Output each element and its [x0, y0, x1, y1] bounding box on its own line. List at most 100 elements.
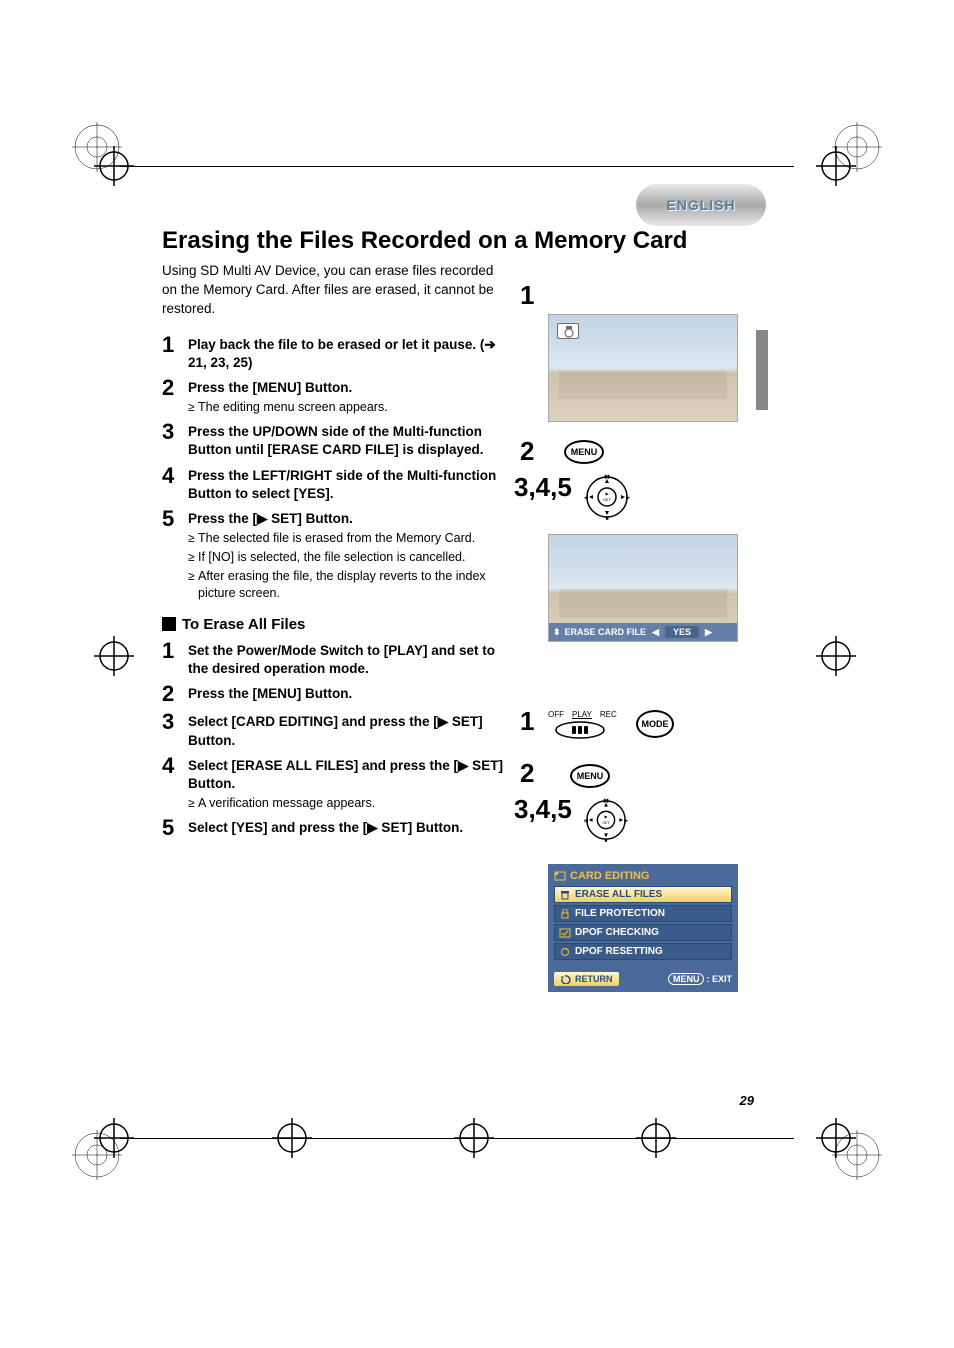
- camera-icon: [557, 323, 579, 339]
- intro-text: Using SD Multi AV Device, you can erase …: [162, 262, 502, 319]
- step-bullet: After erasing the file, the display reve…: [188, 568, 512, 602]
- page-title: Erasing the Files Recorded on a Memory C…: [162, 226, 762, 256]
- menu-item-label: DPOF CHECKING: [575, 927, 659, 938]
- step-number: 4: [162, 464, 188, 488]
- step-body: Press the UP/DOWN side of the Multi-func…: [188, 420, 512, 459]
- menu-item-label: ERASE ALL FILES: [575, 889, 662, 900]
- step-body: Press the [MENU] Button.: [188, 682, 512, 703]
- step-number: 2: [162, 376, 188, 400]
- step-title: Select [ERASE ALL FILES] and press the […: [188, 757, 512, 793]
- step-number: 5: [162, 507, 188, 531]
- menu-button-icon: MENU: [564, 440, 604, 464]
- menu-item-label: DPOF RESETTING: [575, 946, 663, 957]
- step-number: 3: [162, 710, 188, 734]
- power-switch-labels: OFF PLAY REC: [548, 710, 617, 719]
- page-number: 29: [740, 1093, 754, 1108]
- step-title: Press the LEFT/RIGHT side of the Multi-f…: [188, 467, 512, 503]
- step: 4Select [ERASE ALL FILES] and press the …: [162, 754, 512, 812]
- menu-title-text: CARD EDITING: [570, 870, 649, 882]
- erase-bar-label: ERASE CARD FILE: [565, 627, 647, 637]
- step-bullet: The editing menu screen appears.: [188, 399, 512, 416]
- svg-text:▶▶: ▶▶: [624, 818, 628, 824]
- svg-text:■: ■: [605, 839, 608, 842]
- step: 3Press the UP/DOWN side of the Multi-fun…: [162, 420, 512, 459]
- step-number: 1: [162, 333, 188, 357]
- step-title: Press the [MENU] Button.: [188, 685, 512, 703]
- step-body: Select [YES] and press the [▶ SET] Butto…: [188, 816, 512, 837]
- step-reference-1b: 1: [520, 706, 534, 737]
- step-title: Set the Power/Mode Switch to [PLAY] and …: [188, 642, 512, 678]
- card-editing-menu: CARD EDITING ERASE ALL FILES FILE PROTEC…: [548, 864, 738, 992]
- svg-text:SET: SET: [603, 497, 611, 502]
- step-reference-345a: 3,4,5: [514, 472, 572, 503]
- subheading: To Erase All Files: [182, 616, 305, 633]
- step: 5Press the [▶ SET] Button.The selected f…: [162, 507, 512, 602]
- trash-icon: [559, 890, 571, 900]
- device-screenshot-1: [548, 314, 738, 422]
- svg-text:▶: ▶: [605, 815, 609, 819]
- menu-panel-title: CARD EDITING: [554, 870, 732, 882]
- step: 5Select [YES] and press the [▶ SET] Butt…: [162, 816, 512, 840]
- crosshair-icon: [816, 146, 856, 186]
- svg-text:◀◀: ◀◀: [584, 495, 588, 501]
- steps-list-b: 1Set the Power/Mode Switch to [PLAY] and…: [162, 639, 512, 841]
- exit-label: MENU: EXIT: [668, 974, 732, 984]
- updown-arrow-icon: ⬍: [553, 627, 561, 638]
- step-title: Select [YES] and press the [▶ SET] Butto…: [188, 819, 512, 837]
- reset-icon: [559, 947, 571, 957]
- right-arrow-icon: ▶: [705, 627, 712, 638]
- step: 2Press the [MENU] Button. The editing men…: [162, 376, 512, 416]
- lock-icon: [559, 909, 571, 919]
- check-icon: [559, 928, 571, 938]
- step-reference-1a: 1: [520, 280, 534, 311]
- svg-text:SET: SET: [602, 821, 610, 825]
- mode-button-icon: MODE: [636, 710, 674, 738]
- power-play-label: PLAY: [572, 710, 592, 719]
- multi-function-button-icon: ▶ SET ▮▮ ◀◀ ▶▶ ■: [584, 798, 630, 844]
- step-body: Select [CARD EDITING] and press the [▶ S…: [188, 710, 512, 749]
- step-body: Press the [▶ SET] Button.The selected fi…: [188, 507, 512, 602]
- return-label: RETURN: [575, 974, 613, 984]
- step-body: Press the [MENU] Button. The editing menu…: [188, 376, 512, 416]
- crosshair-icon: [94, 636, 134, 676]
- menu-item-erase-all: ERASE ALL FILES: [554, 886, 732, 903]
- step: 1Set the Power/Mode Switch to [PLAY] and…: [162, 639, 512, 678]
- steps-list-a: 1Play back the file to be erased or let …: [162, 333, 512, 602]
- step: 1Play back the file to be erased or let …: [162, 333, 512, 372]
- rule-line: [120, 166, 794, 167]
- svg-text:▶▶: ▶▶: [626, 495, 630, 501]
- step-body: Press the LEFT/RIGHT side of the Multi-f…: [188, 464, 512, 503]
- step-title: Press the [▶ SET] Button.: [188, 510, 512, 528]
- step-body: Select [ERASE ALL FILES] and press the […: [188, 754, 512, 812]
- menu-item-dpof-resetting: DPOF RESETTING: [554, 943, 732, 960]
- step-number: 1: [162, 639, 188, 663]
- step-body: Play back the file to be erased or let i…: [188, 333, 512, 372]
- device-screenshot-2: ⬍ ERASE CARD FILE ◀ YES ▶: [548, 534, 738, 642]
- svg-text:◀◀: ◀◀: [584, 818, 588, 824]
- card-icon: [554, 871, 566, 881]
- svg-text:▮▮: ▮▮: [604, 474, 610, 480]
- menu-button-icon: MENU: [570, 764, 610, 788]
- step-bullet: If [NO] is selected, the file selection …: [188, 549, 512, 566]
- rule-line: [120, 1138, 794, 1139]
- return-button: RETURN: [554, 972, 619, 986]
- step-number: 5: [162, 816, 188, 840]
- power-rec-label: REC: [600, 710, 617, 719]
- menu-item-dpof-checking: DPOF CHECKING: [554, 924, 732, 941]
- step-reference-2a: 2: [520, 436, 534, 467]
- svg-text:▮▮: ▮▮: [603, 798, 609, 804]
- step: 2Press the [MENU] Button.: [162, 682, 512, 706]
- step-number: 4: [162, 754, 188, 778]
- step-title: Press the [MENU] Button.: [188, 379, 512, 397]
- language-badge: ENGLISH: [636, 184, 766, 226]
- step-number: 2: [162, 682, 188, 706]
- power-off-label: OFF: [548, 710, 564, 719]
- svg-text:■: ■: [605, 516, 608, 520]
- crosshair-icon: [816, 636, 856, 676]
- menu-item-file-protection: FILE PROTECTION: [554, 905, 732, 922]
- left-arrow-icon: ◀: [652, 627, 659, 638]
- power-switch-icon: [554, 720, 606, 745]
- step-reference-2b: 2: [520, 758, 534, 789]
- svg-text:▶: ▶: [605, 491, 609, 496]
- erase-yes-option: YES: [665, 626, 699, 638]
